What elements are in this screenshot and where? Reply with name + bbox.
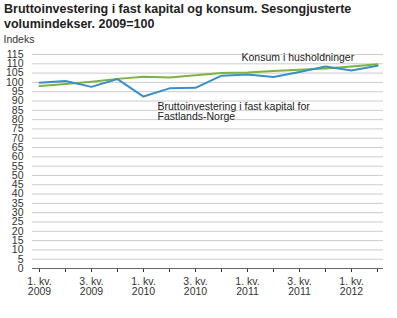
svg-text:65: 65 <box>11 140 24 153</box>
svg-text:15: 15 <box>11 233 24 246</box>
svg-text:60: 60 <box>11 150 24 163</box>
svg-text:35: 35 <box>11 196 24 209</box>
svg-text:105: 105 <box>6 66 24 79</box>
svg-text:55: 55 <box>11 159 24 172</box>
svg-text:5: 5 <box>17 252 24 265</box>
svg-text:20: 20 <box>11 224 24 237</box>
svg-text:40: 40 <box>11 187 24 200</box>
svg-text:0: 0 <box>17 261 24 274</box>
svg-text:3. kv.2009: 3. kv.2009 <box>79 275 103 298</box>
svg-text:3. kv.2010: 3. kv.2010 <box>183 275 207 298</box>
svg-text:1. kv.2012: 1. kv.2012 <box>339 275 363 298</box>
svg-text:Bruttoinvestering i fast kapit: Bruttoinvestering i fast kapital forFast… <box>158 100 311 123</box>
svg-text:110: 110 <box>6 57 24 70</box>
svg-text:1. kv.2011: 1. kv.2011 <box>235 275 259 298</box>
svg-text:25: 25 <box>11 215 24 228</box>
svg-text:90: 90 <box>11 94 24 107</box>
svg-text:115: 115 <box>7 48 24 60</box>
svg-text:75: 75 <box>11 122 24 135</box>
svg-text:3. kv.2011: 3. kv.2011 <box>287 275 311 298</box>
svg-text:30: 30 <box>11 206 24 218</box>
svg-text:Konsum i husholdninger: Konsum i husholdninger <box>242 51 355 63</box>
svg-text:80: 80 <box>11 113 24 125</box>
svg-text:95: 95 <box>11 85 24 98</box>
svg-text:85: 85 <box>11 103 24 116</box>
html-text:Bruttoinvestering i fast kapit: Bruttoinvestering i fast kapital og kons… <box>4 2 352 31</box>
svg-text:1. kv.2010: 1. kv.2010 <box>131 275 155 298</box>
svg-text:50: 50 <box>11 168 24 181</box>
svg-text:45: 45 <box>11 178 24 191</box>
svg-text:Indeks: Indeks <box>4 33 35 45</box>
svg-text:1. kv.2009: 1. kv.2009 <box>27 275 51 298</box>
svg-text:10: 10 <box>11 243 24 256</box>
svg-text:70: 70 <box>11 131 24 144</box>
svg-text:100: 100 <box>6 75 24 88</box>
